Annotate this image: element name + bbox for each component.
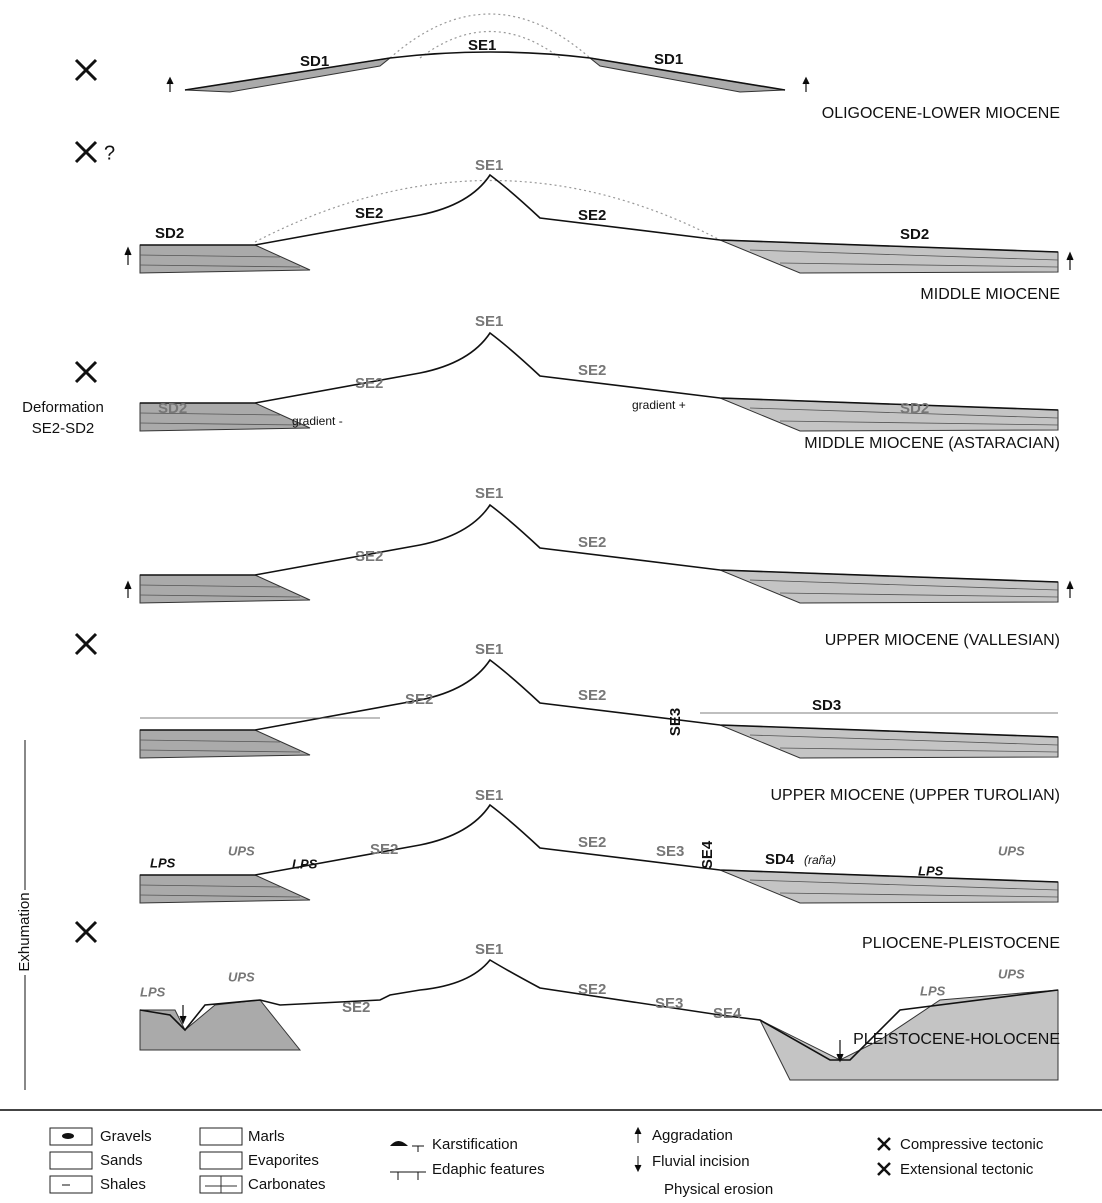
surface-label: SE2 — [578, 534, 606, 551]
question-mark: ? — [104, 142, 115, 164]
surface-label: SE2 — [405, 691, 433, 708]
surface-label: SE1 — [475, 941, 503, 958]
stage-title: UPPER MIOCENE (UPPER TUROLIAN) — [770, 787, 1060, 804]
surface-label: SE1 — [475, 157, 503, 174]
surface-label: SE2 — [355, 375, 383, 392]
stage-title: OLIGOCENE-LOWER MIOCENE — [822, 105, 1060, 122]
surface-label: LPS — [140, 984, 166, 999]
surface-label: SE1 — [468, 37, 496, 54]
surface-label: LPS — [292, 856, 318, 871]
stage-title: UPPER MIOCENE (VALLESIAN) — [825, 632, 1060, 649]
surface-label: SE2 — [370, 841, 398, 858]
legend-label: Gravels — [100, 1128, 152, 1145]
stage-title: MIDDLE MIOCENE — [920, 286, 1060, 303]
surface-label: SD2 — [900, 400, 929, 417]
legend-label: Marls — [248, 1128, 285, 1145]
surface-label: SE2 — [355, 205, 383, 222]
legend-label: Shales — [100, 1176, 146, 1193]
legend-label: Evaporites — [248, 1152, 319, 1169]
surface-label: UPS — [998, 966, 1025, 981]
legend-label: Carbonates — [248, 1176, 326, 1193]
surface-label: SE2 — [342, 999, 370, 1016]
tectonic-symbols — [76, 60, 96, 942]
diagram: SD1 SE1 SD1 OLIGOCENE-LOWER MIOCENE SD2 … — [0, 0, 1102, 1203]
surface-label: SD2 — [155, 225, 184, 242]
gradient-label: gradient - — [292, 414, 343, 428]
surface-label: SE2 — [578, 981, 606, 998]
stage-title: PLEISTOCENE-HOLOCENE — [853, 1031, 1060, 1048]
surface-label: SE4 — [699, 840, 716, 869]
side-note: SE2-SD2 — [32, 420, 95, 437]
surface-label: (raña) — [804, 853, 836, 867]
legend-label: Edaphic features — [432, 1161, 545, 1178]
surface-label: SE2 — [578, 207, 606, 224]
surface-label: SD2 — [900, 226, 929, 243]
surface-label: SE3 — [655, 995, 683, 1012]
side-note: Deformation — [22, 399, 104, 416]
surface-label: LPS — [920, 983, 946, 998]
surface-label: SE2 — [578, 834, 606, 851]
profile — [140, 660, 1058, 758]
surface-label: SE2 — [355, 548, 383, 565]
stage-title: MIDDLE MIOCENE (ASTARACIAN) — [804, 435, 1060, 452]
profile — [140, 805, 1058, 903]
legend-label: Extensional tectonic — [900, 1161, 1034, 1178]
legend-label: Sands — [100, 1152, 143, 1169]
surface-label: SE3 — [667, 708, 684, 736]
surface-label: SD2 — [158, 400, 187, 417]
side-note: Exhumation — [16, 892, 33, 971]
legend-label: Karstification — [432, 1136, 518, 1153]
surface-label: SE1 — [475, 485, 503, 502]
surface-label: SD1 — [300, 53, 329, 70]
surface-label: LPS — [150, 855, 176, 870]
legend-label: Fluvial incision — [652, 1153, 750, 1170]
surface-label: SE1 — [475, 787, 503, 804]
stage-title: PLIOCENE-PLEISTOCENE — [862, 935, 1060, 952]
surface-label: SD3 — [812, 697, 841, 714]
legend-label: Compressive tectonic — [900, 1136, 1044, 1153]
legend-label: Aggradation — [652, 1127, 733, 1144]
surface-label: UPS — [998, 843, 1025, 858]
surface-label: SD4 — [765, 851, 795, 868]
legend-label: Physical erosion — [664, 1181, 773, 1198]
surface-label: SE1 — [475, 313, 503, 330]
surface-label: SE2 — [578, 687, 606, 704]
surface-label: LPS — [918, 863, 944, 878]
surface-label: UPS — [228, 969, 255, 984]
gradient-label: gradient + — [632, 398, 686, 412]
surface-label: SE1 — [475, 641, 503, 658]
profile — [140, 175, 1058, 273]
surface-label: SD1 — [654, 51, 683, 68]
surface-label: SE2 — [578, 362, 606, 379]
surface-label: SE4 — [713, 1005, 742, 1022]
surface-label: SE3 — [656, 843, 684, 860]
surface-label: UPS — [228, 843, 255, 858]
sediment-wedge — [140, 1000, 300, 1050]
profile — [140, 505, 1058, 603]
